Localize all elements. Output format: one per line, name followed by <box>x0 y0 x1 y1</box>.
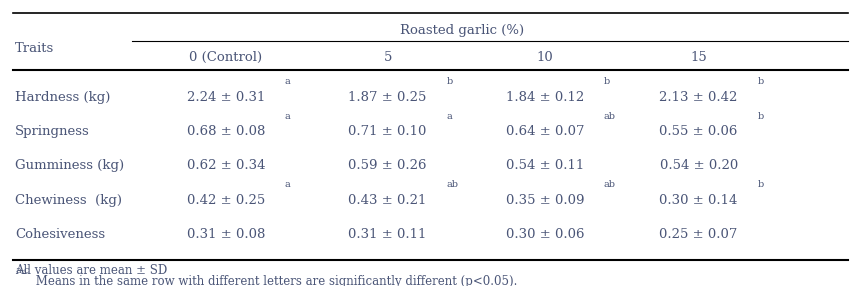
Text: 0 (Control): 0 (Control) <box>189 51 262 64</box>
Text: 5: 5 <box>383 51 392 64</box>
Text: 0.30 ± 0.14: 0.30 ± 0.14 <box>659 194 738 207</box>
Text: 0.64 ± 0.07: 0.64 ± 0.07 <box>506 125 584 138</box>
Text: 0.55 ± 0.06: 0.55 ± 0.06 <box>659 125 738 138</box>
Text: Hardness (kg): Hardness (kg) <box>15 91 111 104</box>
Text: 0.59 ± 0.26: 0.59 ± 0.26 <box>348 159 427 172</box>
Text: ab: ab <box>604 112 616 121</box>
Text: ab: ab <box>446 180 458 189</box>
Text: b: b <box>757 112 763 121</box>
Text: Means in the same row with different letters are significantly different (p<0.05: Means in the same row with different let… <box>32 275 517 286</box>
Text: b: b <box>446 78 452 86</box>
Text: ab: ab <box>604 180 616 189</box>
Text: 0.25 ± 0.07: 0.25 ± 0.07 <box>659 228 738 241</box>
Text: 15: 15 <box>690 51 707 64</box>
Text: a: a <box>285 112 291 121</box>
Text: a: a <box>285 180 291 189</box>
Text: 1.87 ± 0.25: 1.87 ± 0.25 <box>348 91 427 104</box>
Text: 2.24 ± 0.31: 2.24 ± 0.31 <box>187 91 265 104</box>
Text: Roasted garlic (%): Roasted garlic (%) <box>400 23 524 37</box>
Text: a: a <box>446 112 452 121</box>
Text: a-c: a-c <box>15 267 30 275</box>
Text: All values are mean ± SD: All values are mean ± SD <box>15 264 168 277</box>
Text: 0.68 ± 0.08: 0.68 ± 0.08 <box>187 125 265 138</box>
Text: Gumminess (kg): Gumminess (kg) <box>15 159 124 172</box>
Text: 0.35 ± 0.09: 0.35 ± 0.09 <box>506 194 584 207</box>
Text: Traits: Traits <box>15 42 55 55</box>
Text: 0.31 ± 0.08: 0.31 ± 0.08 <box>187 228 265 241</box>
Text: 0.54 ± 0.11: 0.54 ± 0.11 <box>506 159 584 172</box>
Text: 0.31 ± 0.11: 0.31 ± 0.11 <box>348 228 427 241</box>
Text: b: b <box>757 180 763 189</box>
Text: a: a <box>285 78 291 86</box>
Text: 10: 10 <box>537 51 554 64</box>
Text: b: b <box>757 78 763 86</box>
Text: 0.43 ± 0.21: 0.43 ± 0.21 <box>348 194 427 207</box>
Text: 0.62 ± 0.34: 0.62 ± 0.34 <box>187 159 265 172</box>
Text: 0.30 ± 0.06: 0.30 ± 0.06 <box>506 228 584 241</box>
Text: 0.71 ± 0.10: 0.71 ± 0.10 <box>348 125 427 138</box>
Text: 2.13 ± 0.42: 2.13 ± 0.42 <box>659 91 738 104</box>
Text: 0.42 ± 0.25: 0.42 ± 0.25 <box>187 194 265 207</box>
Text: Chewiness  (kg): Chewiness (kg) <box>15 194 123 207</box>
Text: 0.54 ± 0.20: 0.54 ± 0.20 <box>659 159 738 172</box>
Text: b: b <box>604 78 610 86</box>
Text: 1.84 ± 0.12: 1.84 ± 0.12 <box>506 91 584 104</box>
Text: Springness: Springness <box>15 125 90 138</box>
Text: Cohesiveness: Cohesiveness <box>15 228 106 241</box>
